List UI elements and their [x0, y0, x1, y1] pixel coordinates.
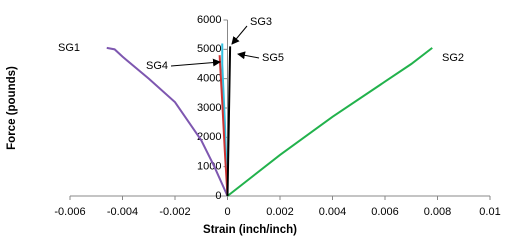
y-axis-title: Force (pounds): [6, 66, 18, 150]
y-tick-label: 4000: [197, 73, 221, 85]
x-tick-label: -0.004: [107, 206, 138, 218]
y-tick-label: 1000: [197, 161, 221, 173]
y-tick-label: 0: [215, 190, 221, 202]
arrow: [237, 51, 260, 60]
series-line: [226, 47, 433, 197]
x-tick-label: -0.002: [159, 206, 190, 218]
x-tick-label: 0.004: [319, 206, 347, 218]
series-label: SG1: [58, 42, 80, 54]
series-line: [218, 55, 229, 197]
chart: Strain (inch/inch) Force (pounds) -0.006…: [6, 14, 501, 236]
x-tick-label: 0.002: [266, 206, 294, 218]
y-tick-label: 5000: [197, 43, 221, 55]
x-tick-label: -0.006: [54, 206, 85, 218]
x-tick-label: 0.008: [424, 206, 452, 218]
y-tick-label: 3000: [197, 102, 221, 114]
x-tick-label: 0: [224, 206, 230, 218]
x-tick-label: 0.006: [371, 206, 399, 218]
x-tick-label: 0.01: [479, 206, 500, 218]
series-line: [226, 46, 232, 197]
series-label: SG4: [146, 60, 168, 72]
arrow: [231, 25, 248, 45]
y-tick-label: 2000: [197, 131, 221, 143]
x-axis-title: Strain (inch/inch): [203, 224, 297, 236]
series-label: SG2: [442, 52, 464, 64]
series-label: SG3: [250, 16, 272, 28]
y-tick-label: 6000: [197, 14, 221, 26]
series-label: SG5: [262, 52, 284, 64]
arrow: [170, 58, 221, 67]
series-line: [106, 46, 229, 197]
